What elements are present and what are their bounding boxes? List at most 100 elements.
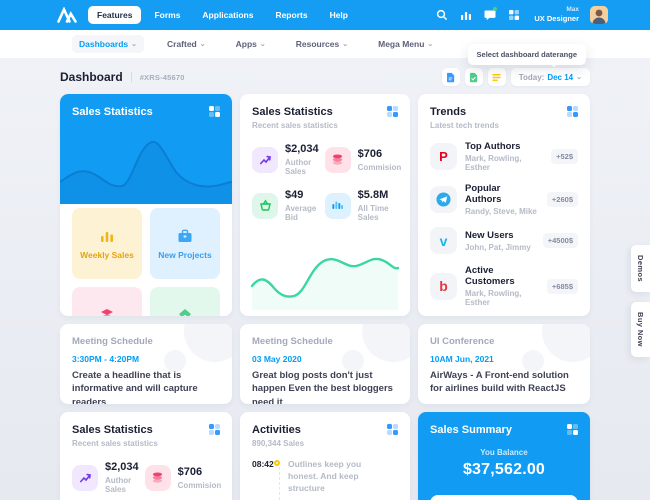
basket-icon	[252, 192, 278, 219]
trend-title: Active Customers	[465, 265, 515, 287]
sales-line-chart	[250, 257, 400, 310]
stats-grid: $2,034 Author Sales $706 Commision $49 A…	[252, 143, 401, 222]
subnav-dashboards[interactable]: Dashboards ⌄	[72, 35, 144, 53]
top-actions: Max UX Designer	[435, 6, 608, 24]
activity-item: 08:42 Outlines keep you honest. And keep…	[252, 459, 398, 495]
side-rail: Demos Buy Now	[631, 245, 650, 357]
stat-label: Author Sales	[285, 158, 312, 176]
demos-tab[interactable]: Demos	[631, 245, 650, 293]
trend-active-customers[interactable]: b Active Customers Mark, Rowling, Esther…	[430, 265, 578, 307]
chat-icon[interactable]	[483, 6, 498, 22]
subnav-resources[interactable]: Resources ⌄	[289, 35, 355, 53]
card-menu-icon[interactable]	[209, 106, 220, 117]
tile-new-projects[interactable]: New Projects	[150, 208, 220, 279]
conference-text: AirWays - A Front-end solution for airli…	[430, 370, 569, 395]
meeting-date: 03 May 2020	[252, 354, 302, 364]
activities-card: Activities 890,344 Sales 08:42 Outlines …	[240, 412, 410, 500]
chevron-down-icon: ⌄	[131, 40, 137, 48]
subnav-apps-label: Apps	[235, 39, 257, 49]
ui-conference-card: UI Conference 10AM Jun, 2021 AirWays - A…	[418, 324, 590, 404]
nav-features[interactable]: Features	[88, 6, 142, 24]
top-bar: Features Forms Applications Reports Help…	[0, 0, 650, 30]
coins-icon	[144, 464, 171, 491]
stat-label: Average Bid	[285, 204, 317, 222]
file-green-button[interactable]	[464, 68, 483, 86]
card-subtitle: Recent sales statistics	[252, 121, 338, 130]
meeting-text: Great blog posts don't just happen Even …	[252, 370, 393, 404]
meeting-text: Create a headline that is informative an…	[72, 370, 198, 404]
stat-label: Commision	[177, 480, 222, 490]
subnav-mega-menu[interactable]: Mega Menu ⌄	[371, 35, 440, 53]
card-menu-icon[interactable]	[567, 424, 578, 435]
meeting-time: 3:30PM - 4:20PM	[72, 354, 140, 364]
card-menu-icon[interactable]	[387, 424, 398, 435]
summary-sales-row[interactable]: Sales +6.7%	[430, 495, 578, 500]
cards-row-1: Sales Statistics Weekly Sales New Projec…	[60, 94, 590, 316]
daterange-tooltip: Select dashboard daterange	[467, 44, 586, 67]
trend-title: New Users	[465, 229, 514, 241]
card-menu-icon[interactable]	[567, 106, 578, 117]
tile-bug-reports[interactable]: Bug Reports	[150, 287, 220, 316]
coins-icon	[324, 146, 351, 173]
date-range-button[interactable]: Today: Dec 14 ⌄	[510, 68, 590, 86]
layers-icon	[101, 308, 113, 316]
trend-title: Popular Authors	[465, 183, 502, 205]
stat-value: $5.8M	[357, 189, 389, 201]
nav-forms[interactable]: Forms	[154, 10, 181, 20]
card-title: Sales Statistics	[252, 106, 333, 118]
online-dot	[493, 6, 498, 11]
divider	[130, 72, 132, 82]
stats-icon[interactable]	[459, 9, 472, 22]
pinterest-icon: P	[430, 143, 457, 170]
card-title: Sales Statistics	[72, 106, 153, 118]
trend-subtitle: Mark, Rowling, Esther	[465, 289, 522, 307]
conference-time: 10AM Jun, 2021	[430, 354, 494, 364]
chevron-down-icon: ⌄	[576, 73, 582, 81]
list-yellow-button[interactable]	[487, 68, 506, 86]
stat-all-time-sales: $5.8M All Time Sales	[324, 189, 402, 222]
date-label: Today:	[518, 72, 545, 82]
tile-item-orders[interactable]: Item Orders	[72, 287, 142, 316]
trend-top-authors[interactable]: P Top Authors Mark, Rowling, Esther +52$	[430, 141, 578, 172]
stat-commission: $706 Commision	[144, 461, 222, 494]
tile-label: Weekly Sales	[80, 249, 134, 260]
stat-average-bid: $49 Average Bid	[252, 189, 319, 222]
sales-summary-card: Sales Summary You Balance $37,562.00 Sal…	[418, 412, 590, 500]
tile-weekly-sales[interactable]: Weekly Sales	[72, 208, 142, 279]
card-menu-icon[interactable]	[209, 424, 220, 435]
subnav-crafted[interactable]: Crafted ⌄	[160, 35, 213, 53]
page-ref: #XRS-45670	[139, 72, 185, 82]
vimeo-icon: v	[430, 227, 457, 254]
buy-now-tab[interactable]: Buy Now	[631, 302, 650, 357]
card-subtitle: 890,344 Sales	[252, 439, 305, 448]
apps-grid-icon[interactable]	[507, 9, 520, 22]
avatar[interactable]	[590, 6, 608, 24]
trend-new-users[interactable]: v New Users John, Pat, Jimmy +4500$	[430, 227, 578, 254]
activity-time: 08:42	[252, 459, 274, 469]
user-role: UX Designer	[534, 14, 579, 24]
head-actions: Today: Dec 14 ⌄	[441, 68, 590, 86]
chevron-down-icon: ⌄	[259, 40, 266, 48]
page-head: Dashboard #XRS-45670 Today: Dec 14 ⌄	[60, 68, 590, 86]
bar-chart-icon	[101, 231, 113, 242]
balance-value: $37,562.00	[462, 461, 546, 478]
briefcase-icon	[178, 229, 192, 242]
search-icon[interactable]	[435, 9, 448, 22]
nav-help[interactable]: Help	[329, 10, 348, 20]
meeting-schedule-card-2: Meeting Schedule 03 May 2020 Great blog …	[240, 324, 410, 404]
tile-label: New Projects	[158, 249, 212, 260]
trend-badge: +260$	[546, 192, 578, 207]
card-menu-icon[interactable]	[387, 106, 398, 117]
stat-value: $2,034	[105, 461, 139, 473]
balance-label: You Balance	[480, 448, 528, 457]
nav-reports[interactable]: Reports	[275, 10, 308, 20]
sales-statistics-blue-card: Sales Statistics Weekly Sales New Projec…	[60, 94, 232, 316]
subnav-apps[interactable]: Apps ⌄	[229, 35, 273, 53]
chevron-down-icon: ⌄	[342, 40, 349, 48]
nav-applications[interactable]: Applications	[202, 10, 254, 20]
chevron-down-icon: ⌄	[427, 40, 434, 48]
file-blue-button[interactable]	[441, 68, 460, 86]
brand-logo-icon[interactable]	[56, 7, 78, 23]
trend-popular-authors[interactable]: Popular Authors Randy, Steve, Mike +260$	[430, 183, 578, 216]
